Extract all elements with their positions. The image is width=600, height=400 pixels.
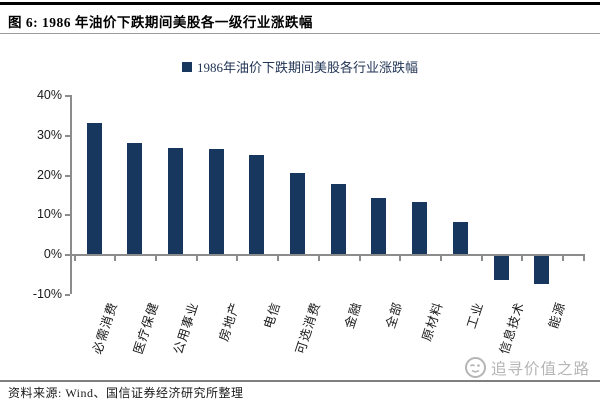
x-axis-tick	[480, 256, 483, 261]
y-axis-tick-label: 0%	[43, 247, 62, 261]
bar	[127, 142, 143, 254]
x-axis-label: 原材料	[419, 300, 446, 344]
x-axis-tick	[562, 256, 565, 261]
y-axis-line	[70, 95, 72, 294]
x-axis-label: 电信	[261, 300, 283, 331]
y-axis-tick-label: 20%	[36, 167, 62, 182]
x-axis-label: 医疗保健	[130, 300, 161, 356]
bar	[86, 122, 102, 254]
y-axis-tick-label: 40%	[36, 88, 62, 102]
bar	[290, 173, 305, 254]
title-divider	[0, 33, 600, 34]
x-axis-tick	[439, 256, 442, 261]
x-axis-line	[70, 254, 585, 256]
x-axis-tick	[236, 256, 239, 261]
x-axis-tick	[155, 256, 158, 261]
x-axis-tick	[277, 256, 280, 261]
x-axis-tick	[114, 256, 117, 261]
x-axis-tick	[73, 256, 76, 261]
x-axis-label: 必需消费	[90, 300, 121, 356]
legend-label: 1986年油价下跌期间美股各行业涨跌幅	[196, 60, 419, 75]
y-axis-tick-label: -10%	[32, 286, 62, 301]
x-axis-label: 信息技术	[497, 300, 528, 356]
y-axis-tick-label: 10%	[36, 207, 62, 222]
x-axis-tick	[521, 256, 524, 261]
x-axis-label: 房地产	[216, 300, 243, 344]
x-axis-tick	[583, 256, 585, 261]
x-axis-tick	[195, 256, 198, 261]
x-axis-label: 能源	[546, 300, 568, 331]
watermark: 追寻价值之路	[464, 356, 590, 379]
y-axis-tick	[65, 134, 70, 137]
y-axis-tick	[65, 174, 70, 177]
figure-title: 图 6: 1986 年油价下跌期间美股各一级行业涨跌幅	[8, 15, 313, 30]
bar	[371, 197, 387, 254]
bar	[330, 183, 346, 254]
x-axis-label: 工业	[464, 300, 487, 331]
watermark-logo-icon	[464, 357, 486, 378]
x-axis-label: 可选消费	[293, 300, 324, 356]
legend-square-icon	[181, 61, 192, 72]
bar	[452, 222, 468, 254]
top-rule	[0, 2, 600, 5]
y-axis-tick	[65, 254, 70, 256]
bar	[249, 154, 265, 254]
bar	[412, 202, 428, 254]
bar	[493, 256, 509, 281]
x-axis-tick	[358, 256, 361, 261]
watermark-label: 追寻价值之路	[490, 360, 590, 378]
x-axis-tick	[399, 256, 402, 261]
x-axis-label: 公用事业	[171, 300, 202, 356]
y-axis-tick	[65, 214, 70, 217]
y-axis-tick	[65, 95, 70, 97]
x-axis-label: 金融	[342, 300, 365, 331]
chart-legend: 1986年油价下跌期间美股各行业涨跌幅	[181, 57, 419, 76]
footer-divider	[0, 380, 600, 382]
bar	[167, 148, 183, 254]
y-axis-tick-label: 30%	[36, 127, 62, 142]
y-axis-tick	[65, 293, 70, 296]
source-note: 资料来源: Wind、国信证券经济研究所整理	[8, 386, 244, 400]
x-axis-tick	[317, 256, 320, 261]
bar	[208, 149, 224, 254]
x-axis-label: 全部	[383, 300, 406, 331]
bar	[534, 256, 550, 285]
